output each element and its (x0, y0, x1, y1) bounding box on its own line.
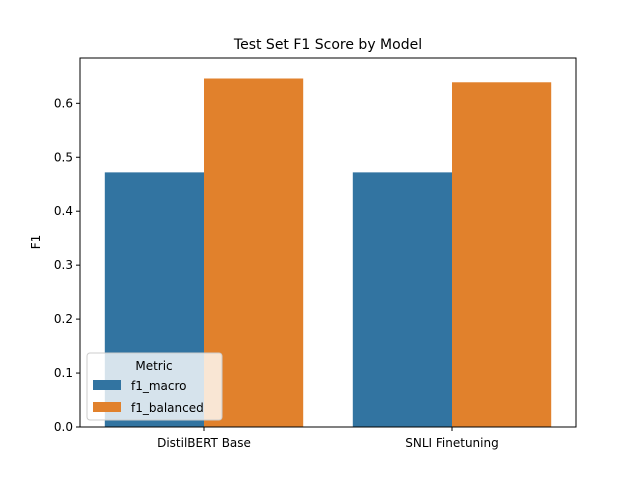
legend-label-f1-balanced: f1_balanced (131, 401, 204, 415)
x-axis: DistilBERT Base SNLI Finetuning (157, 427, 499, 450)
chart-title: Test Set F1 Score by Model (233, 37, 422, 53)
y-axis: 0.0 0.1 0.2 0.3 0.4 0.5 0.6 (54, 96, 80, 434)
legend-swatch-f1-balanced (93, 402, 121, 412)
y-tick-label: 0.6 (54, 96, 73, 110)
bar-f1_macro-2 (352, 172, 452, 427)
bars-group (104, 78, 552, 427)
legend-label-f1-macro: f1_macro (131, 379, 187, 393)
y-tick-label: 0.2 (54, 312, 73, 326)
legend-title: Metric (135, 359, 172, 373)
plot-frame (79, 57, 577, 428)
y-tick-label: 0.3 (54, 258, 73, 272)
y-tick-label: 0.1 (54, 366, 73, 380)
bar-f1_balanced-2 (452, 82, 552, 427)
y-tick-label: 0.4 (54, 204, 73, 218)
x-tick-label: SNLI Finetuning (405, 436, 498, 450)
x-tick-label: DistilBERT Base (157, 436, 251, 450)
y-axis-label: F1 (29, 235, 43, 250)
legend: Metric f1_macro f1_balanced (86, 352, 223, 421)
legend-swatch-f1-macro (93, 380, 121, 390)
y-tick-label: 0.5 (54, 150, 73, 164)
y-tick-label: 0.0 (54, 420, 73, 434)
